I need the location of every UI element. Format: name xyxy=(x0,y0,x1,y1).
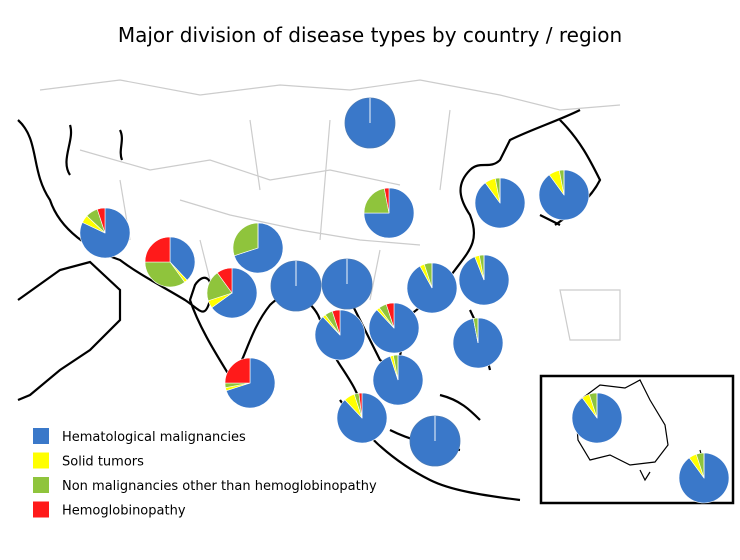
pie xyxy=(224,357,276,409)
pie-slice xyxy=(96,207,106,234)
pies xyxy=(79,97,730,504)
pie xyxy=(79,207,131,259)
pie xyxy=(452,317,504,369)
pie-slice xyxy=(224,357,251,384)
pie-slice xyxy=(383,187,390,214)
pie xyxy=(336,392,388,444)
pie xyxy=(409,415,461,467)
pie-slice xyxy=(232,222,259,257)
pie xyxy=(270,260,322,312)
pie xyxy=(474,177,526,229)
chart-title: Major division of disease types by count… xyxy=(118,23,622,47)
legend-label: Hematological malignancies xyxy=(62,430,246,445)
pie xyxy=(538,169,590,221)
pie xyxy=(232,222,284,274)
pie xyxy=(321,258,373,310)
pie-slice xyxy=(144,261,186,288)
legend-swatch xyxy=(33,452,49,469)
pie-slice xyxy=(169,236,196,281)
legend: Hematological malignancies Solid tumors No… xyxy=(33,428,377,519)
pie-slice xyxy=(358,392,363,419)
pie-slice xyxy=(363,188,390,214)
legend-swatch xyxy=(33,428,49,444)
pie xyxy=(571,392,623,444)
legend-swatch xyxy=(33,477,49,493)
pie-slice xyxy=(225,357,276,409)
pie-slice xyxy=(144,236,171,263)
pie-slice xyxy=(363,187,415,239)
pie-slice xyxy=(385,302,395,329)
pie-slice xyxy=(331,309,341,336)
legend-label: Solid tumors xyxy=(62,455,144,470)
pie xyxy=(314,309,366,361)
pie xyxy=(363,187,415,239)
pie xyxy=(368,302,420,354)
pie xyxy=(206,267,258,319)
pie xyxy=(144,236,196,288)
pie xyxy=(344,97,396,149)
pie-slice xyxy=(211,267,258,319)
pie xyxy=(458,254,510,306)
legend-swatch xyxy=(33,501,49,518)
pie xyxy=(678,452,730,504)
pie-slice xyxy=(233,222,284,274)
legend-label: Non malignancies other than hemoglobinop… xyxy=(62,479,377,494)
pie xyxy=(406,262,458,314)
pie-slice xyxy=(216,267,233,294)
legend-label: Hemoglobinopathy xyxy=(62,504,186,519)
pie xyxy=(372,354,424,406)
map-borders xyxy=(39,79,621,341)
